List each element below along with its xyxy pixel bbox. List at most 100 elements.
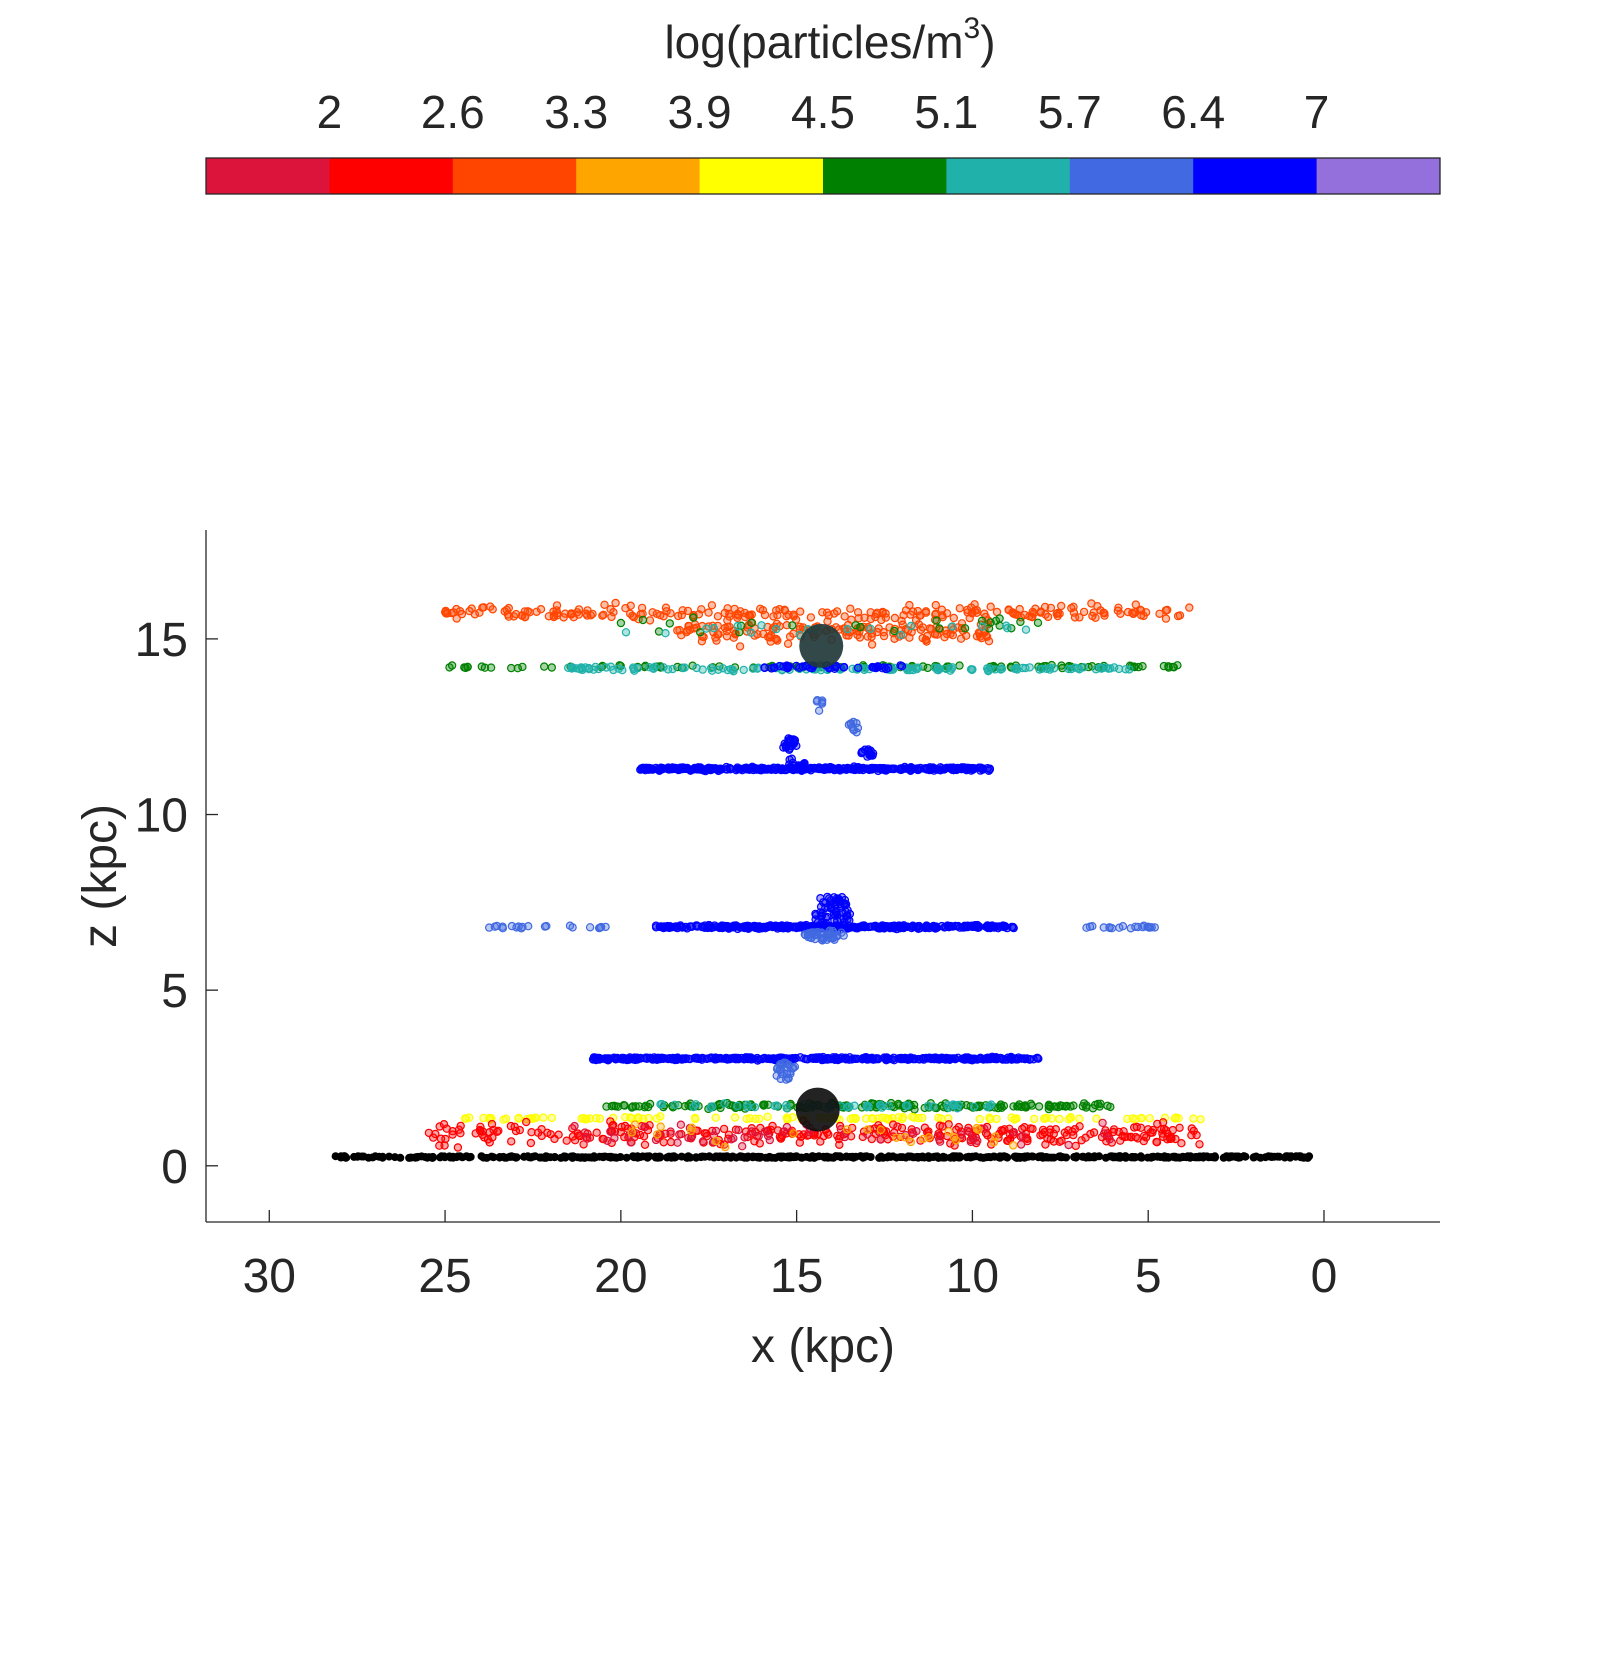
data-point	[747, 1127, 757, 1136]
data-point	[710, 921, 719, 930]
data-point	[585, 923, 595, 932]
data-point	[754, 1131, 763, 1141]
data-point	[1088, 922, 1097, 931]
data-point	[846, 604, 855, 613]
data-point	[574, 605, 584, 614]
data-point	[659, 1054, 668, 1064]
data-point	[858, 1055, 867, 1064]
data-point	[456, 1128, 465, 1138]
data-point	[1144, 922, 1153, 932]
data-point	[826, 896, 836, 905]
colorbar-title-text: log(particles/m	[664, 16, 963, 68]
data-point	[331, 1152, 340, 1161]
data-point	[822, 933, 832, 942]
data-point	[948, 1100, 958, 1109]
colorbar-segment	[206, 158, 330, 194]
data-point	[341, 1153, 350, 1162]
data-point	[487, 1119, 497, 1129]
data-point	[933, 1152, 942, 1161]
data-point	[1075, 613, 1084, 622]
data-point	[834, 897, 843, 906]
data-point	[935, 624, 944, 633]
data-point	[1064, 664, 1073, 674]
data-point	[1020, 1101, 1030, 1110]
data-point	[568, 1132, 578, 1141]
data-point	[900, 1132, 910, 1142]
data-point	[609, 608, 618, 617]
data-point	[769, 612, 778, 621]
data-point	[908, 607, 918, 616]
data-point	[890, 613, 900, 623]
data-point	[1152, 1137, 1161, 1147]
data-point	[567, 609, 576, 619]
data-point	[845, 916, 854, 925]
data-point	[609, 665, 618, 675]
colorbar-title: log(particles/m3)	[664, 12, 995, 68]
data-point	[592, 1113, 601, 1123]
data-point	[673, 1138, 682, 1147]
data-point	[1099, 1129, 1109, 1138]
data-point	[518, 662, 527, 672]
data-point	[930, 663, 940, 672]
data-point	[828, 763, 837, 773]
data-point	[626, 1138, 636, 1147]
data-point	[687, 922, 697, 932]
data-point	[898, 1112, 908, 1122]
data-point	[978, 764, 988, 773]
data-point	[1016, 1140, 1026, 1149]
data-point	[944, 922, 954, 931]
data-point	[666, 609, 675, 618]
data-point	[991, 1132, 1000, 1141]
data-point	[896, 1054, 906, 1064]
data-point	[1105, 1135, 1114, 1144]
data-point	[929, 1102, 938, 1111]
data-point	[827, 903, 836, 912]
data-point	[1088, 1153, 1097, 1162]
data-point	[730, 1113, 740, 1122]
data-point	[983, 665, 993, 675]
data-point	[1161, 614, 1171, 623]
data-point	[823, 617, 832, 626]
data-point	[1189, 1126, 1199, 1136]
data-point	[726, 765, 735, 774]
data-point	[985, 1101, 994, 1111]
data-point	[831, 1053, 840, 1062]
data-point	[836, 1124, 846, 1134]
data-point	[867, 640, 877, 649]
data-point	[898, 922, 908, 931]
data-point	[659, 663, 668, 672]
data-point	[1162, 605, 1172, 615]
data-point	[783, 1115, 792, 1125]
data-point	[743, 1100, 752, 1110]
data-point	[666, 1127, 675, 1136]
data-point	[696, 628, 705, 637]
data-point	[552, 601, 562, 610]
data-point	[616, 1127, 625, 1137]
data-point	[784, 1152, 793, 1161]
data-point	[705, 765, 715, 774]
data-point	[772, 635, 781, 644]
data-point	[909, 1129, 918, 1138]
data-point	[1249, 1153, 1258, 1162]
data-point	[977, 616, 987, 626]
data-point	[1267, 1153, 1276, 1161]
data-point	[696, 1152, 705, 1161]
data-point	[798, 662, 807, 671]
data-point	[956, 634, 966, 643]
data-point	[494, 1126, 503, 1136]
data-point	[908, 1112, 917, 1122]
data-point	[906, 1137, 916, 1147]
data-point	[675, 625, 684, 635]
data-point	[689, 1102, 698, 1112]
y-tick-label: 10	[135, 790, 188, 843]
data-point	[940, 1153, 949, 1162]
colorbar-title-suffix: )	[980, 16, 995, 68]
data-point	[785, 736, 794, 746]
data-point	[906, 1152, 915, 1161]
data-point	[1018, 1131, 1027, 1141]
data-point	[522, 1117, 531, 1127]
data-point	[1227, 1152, 1236, 1161]
data-point	[613, 1102, 623, 1111]
x-axis-label: x (kpc)	[751, 1320, 895, 1373]
data-point	[841, 907, 850, 916]
